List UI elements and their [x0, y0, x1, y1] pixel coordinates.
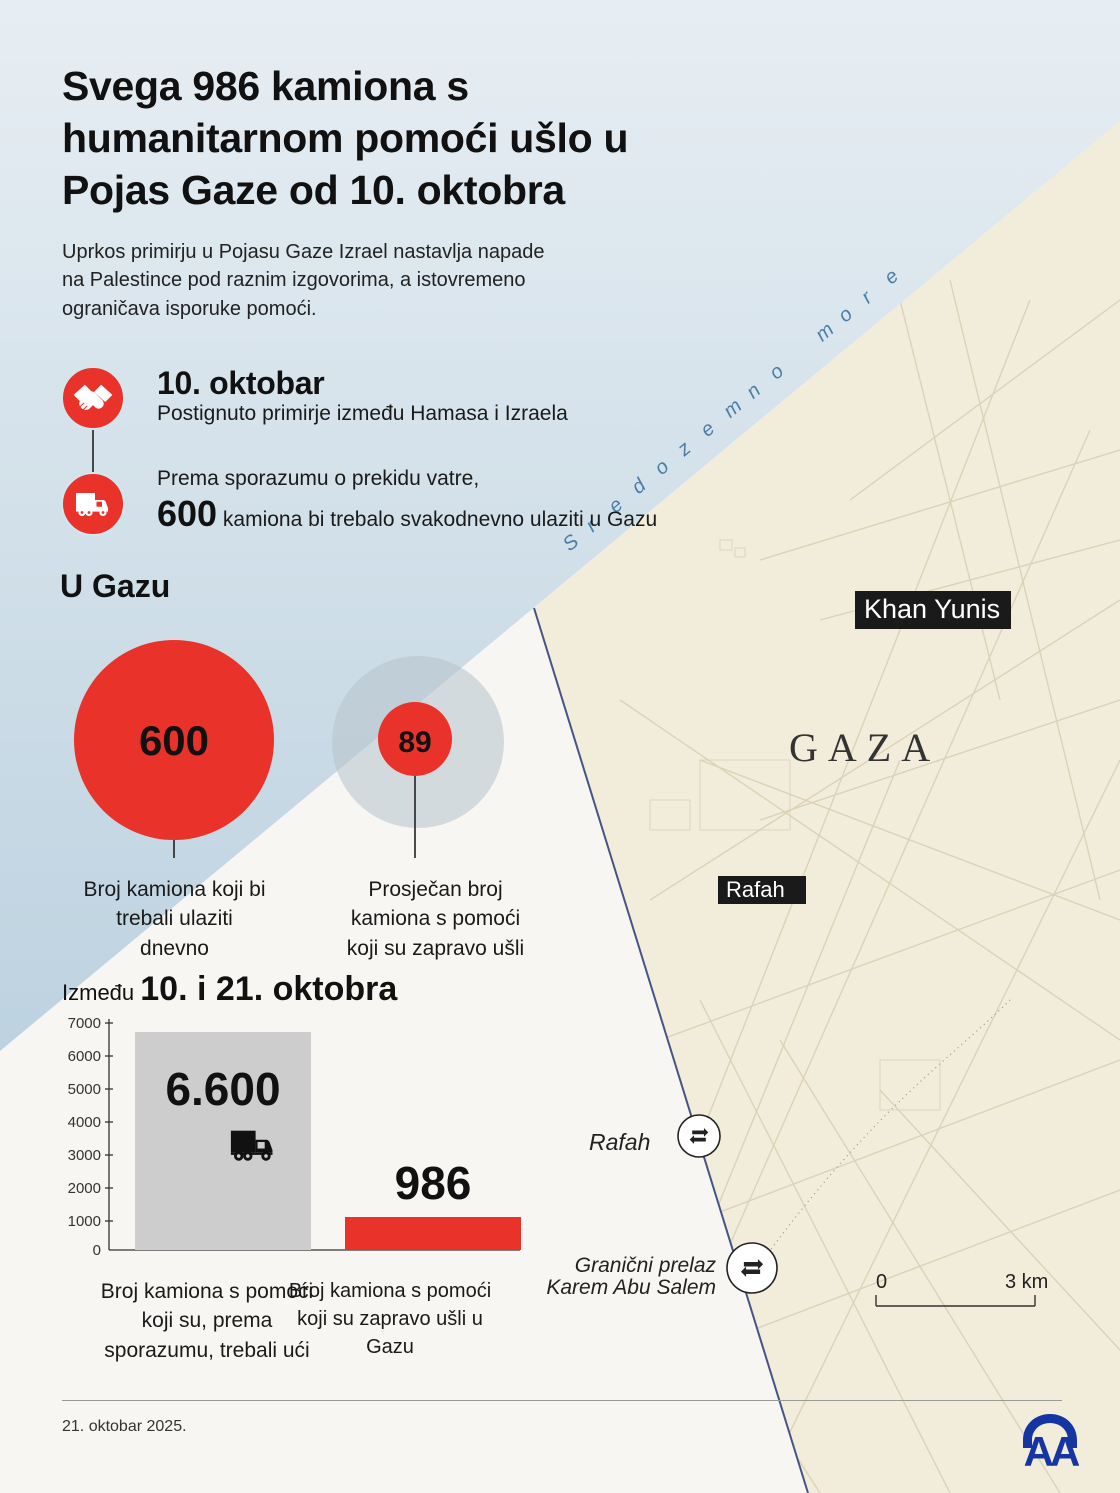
svg-text:7000: 7000	[68, 1017, 101, 1032]
svg-text:3 km: 3 km	[1005, 1271, 1048, 1293]
svg-text:Khan Yunis: Khan Yunis	[864, 594, 1000, 624]
svg-text:986: 986	[395, 1157, 472, 1209]
svg-text:3000: 3000	[68, 1147, 101, 1164]
svg-text:AA: AA	[1024, 1428, 1080, 1475]
svg-text:5000: 5000	[68, 1081, 101, 1098]
svg-text:0: 0	[876, 1271, 887, 1293]
svg-text:Karem Abu Salem: Karem Abu Salem	[546, 1276, 716, 1299]
svg-text:1000: 1000	[68, 1213, 101, 1230]
svg-text:6.600: 6.600	[165, 1063, 280, 1115]
svg-text:89: 89	[398, 726, 431, 759]
svg-text:4000: 4000	[68, 1114, 101, 1131]
svg-text:600: 600	[139, 717, 209, 764]
svg-text:2000: 2000	[68, 1180, 101, 1197]
svg-text:6000: 6000	[68, 1048, 101, 1065]
svg-text:Rafah: Rafah	[589, 1129, 650, 1155]
svg-text:0: 0	[93, 1242, 101, 1257]
svg-text:Granični prelaz: Granični prelaz	[575, 1254, 717, 1277]
svg-text:Rafah: Rafah	[726, 877, 785, 902]
svg-text:GAZA: GAZA	[789, 725, 940, 770]
